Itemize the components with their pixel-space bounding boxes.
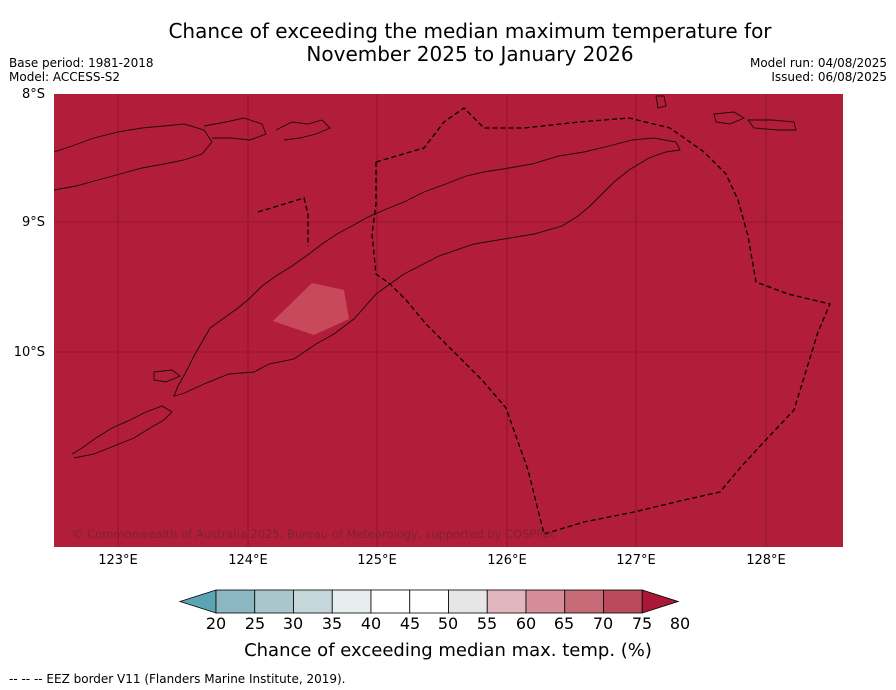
colorbar-title: Chance of exceeding median max. temp. (%… <box>244 640 652 661</box>
eez-border <box>257 107 831 535</box>
title-line-1: Chance of exceeding the median maximum t… <box>168 19 772 43</box>
title-line-2: November 2025 to January 2026 <box>306 42 634 66</box>
colorbar-tick-80: 80 <box>669 614 691 633</box>
map-background <box>54 94 843 547</box>
lat-label-9s: 9°S <box>21 215 45 230</box>
model-name: Model: ACCESS-S2 <box>9 70 121 84</box>
colorbar-segment <box>486 589 527 614</box>
colorbar-segment <box>215 589 256 614</box>
chart-title: Chance of exceeding the median maximum t… <box>0 20 896 66</box>
colorbar-tick-75: 75 <box>631 614 653 633</box>
lon-label-123e: 123°E <box>98 553 138 568</box>
colorbar-tick-65: 65 <box>553 614 575 633</box>
wetar-coastline <box>275 119 331 141</box>
coastlines <box>54 95 797 459</box>
colorbar-segment <box>254 589 294 614</box>
lat-label-8s: 8°S <box>21 87 45 102</box>
small-island-1 <box>655 95 667 109</box>
meta-left: Base period: 1981-2018 Model: ACCESS-S2 <box>9 56 154 84</box>
lon-label-126e: 126°E <box>487 553 527 568</box>
colorbar-segment <box>564 589 604 614</box>
lon-label-125e: 125°E <box>357 553 397 568</box>
probability-highlight-zone <box>273 283 349 335</box>
eez-source-note: -- -- -- EEZ border V11 (Flanders Marine… <box>9 672 346 686</box>
base-period: Base period: 1981-2018 <box>9 56 154 70</box>
colorbar-tick-70: 70 <box>592 614 614 633</box>
lat-label-10s: 10°S <box>13 345 45 360</box>
colorbar-tick-30: 30 <box>282 614 304 633</box>
colorbar-extend-low <box>178 589 217 614</box>
colorbar-segment <box>409 589 449 614</box>
colorbar-tick-20: 20 <box>205 614 227 633</box>
colorbar-segment <box>603 589 643 614</box>
colorbar-segment <box>293 589 333 614</box>
alor-coastline <box>54 123 213 191</box>
colorbar <box>178 589 680 614</box>
copyright-notice: © Commonwealth of Australia 2025, Bureau… <box>72 527 556 541</box>
lon-label-128e: 128°E <box>746 553 786 568</box>
model-run: Model run: 04/08/2025 <box>749 56 887 70</box>
colorbar-tick-45: 45 <box>399 614 421 633</box>
colorbar-segment <box>370 589 411 614</box>
colorbar-tick-35: 35 <box>321 614 343 633</box>
graticule <box>54 94 843 547</box>
timor-coastline <box>173 137 681 397</box>
lon-label-124e: 124°E <box>228 553 268 568</box>
colorbar-segment <box>448 589 488 614</box>
flores-coastline <box>203 117 267 141</box>
issued-date: Issued: 06/08/2025 <box>771 70 887 84</box>
colorbar-tick-50: 50 <box>437 614 459 633</box>
colorbar-segment <box>525 589 566 614</box>
lon-label-127e: 127°E <box>616 553 656 568</box>
colorbar-extend-high <box>641 589 680 614</box>
meta-right: Model run: 04/08/2025 Issued: 06/08/2025 <box>750 56 887 84</box>
colorbar-tick-40: 40 <box>360 614 382 633</box>
colorbar-tick-25: 25 <box>244 614 266 633</box>
savu-coastline <box>153 369 181 383</box>
rote-coastline <box>71 405 173 459</box>
colorbar-segment <box>331 589 372 614</box>
map-panel: © Commonwealth of Australia 2025, Bureau… <box>54 94 843 547</box>
colorbar-tick-55: 55 <box>476 614 498 633</box>
small-island-3 <box>747 119 797 131</box>
small-island-2 <box>713 111 745 125</box>
colorbar-tick-60: 60 <box>515 614 537 633</box>
